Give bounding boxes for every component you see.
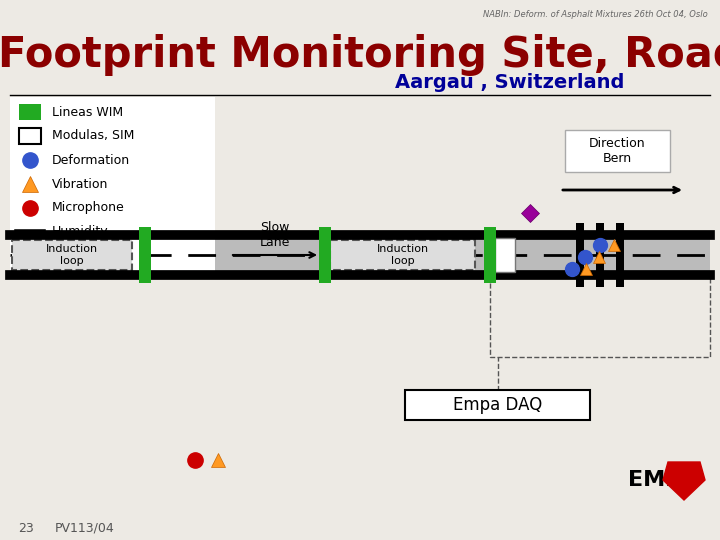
- Text: Direction
Bern: Direction Bern: [589, 137, 646, 165]
- Bar: [19, 104, 41, 120]
- Bar: [12, 240, 132, 270]
- Bar: [10, 235, 710, 275]
- Text: Footprint Monitoring Site, Road: Footprint Monitoring Site, Road: [0, 34, 720, 76]
- Text: NABIn: Deform. of Asphalt Mixtures 26th Oct 04, Oslo: NABIn: Deform. of Asphalt Mixtures 26th …: [483, 10, 708, 19]
- Bar: [565, 130, 670, 172]
- Text: Humidity: Humidity: [52, 226, 109, 239]
- Bar: [139, 227, 151, 283]
- Bar: [10, 97, 215, 272]
- Bar: [319, 227, 331, 283]
- Text: Modulas, SIM: Modulas, SIM: [52, 130, 135, 143]
- Text: Aargau , Switzerland: Aargau , Switzerland: [395, 72, 625, 91]
- Polygon shape: [663, 462, 705, 500]
- Text: Lineas WIM: Lineas WIM: [52, 105, 123, 118]
- Text: 23: 23: [18, 522, 34, 535]
- Text: Empa DAQ: Empa DAQ: [453, 396, 542, 414]
- Text: Induction
loop: Induction loop: [377, 244, 428, 266]
- Text: Microphone: Microphone: [52, 201, 125, 214]
- Bar: [616, 223, 624, 287]
- Text: Deformation: Deformation: [52, 153, 130, 166]
- Bar: [490, 277, 710, 357]
- Bar: [484, 227, 496, 283]
- Bar: [330, 240, 475, 270]
- Text: EMPA: EMPA: [628, 470, 697, 490]
- Text: Slow
Lane: Slow Lane: [260, 221, 290, 249]
- Bar: [576, 223, 584, 287]
- Text: PV113/04: PV113/04: [55, 522, 114, 535]
- Text: Induction
loop: Induction loop: [46, 244, 98, 266]
- Text: Temperature: Temperature: [52, 249, 131, 262]
- Bar: [405, 390, 590, 420]
- Bar: [596, 223, 604, 287]
- Bar: [495, 238, 515, 272]
- Bar: [19, 128, 41, 144]
- Text: Vibration: Vibration: [52, 178, 109, 191]
